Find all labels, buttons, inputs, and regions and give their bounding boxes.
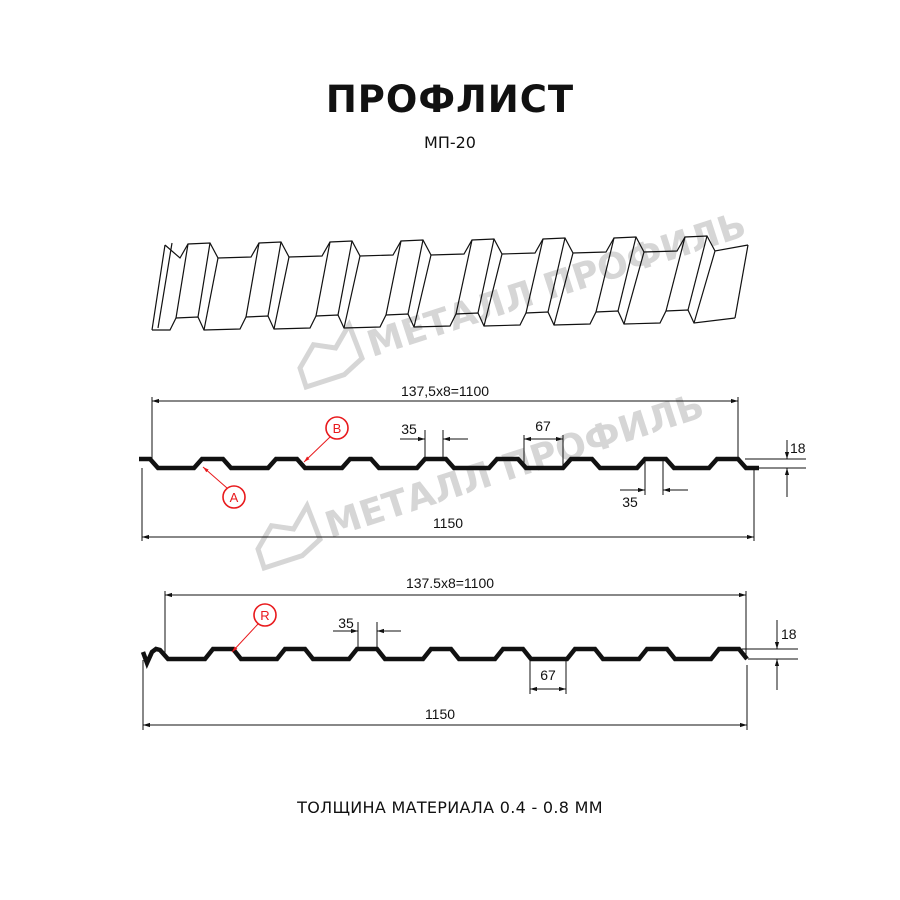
sheet-outline bbox=[197, 242, 211, 318]
callout-r-label: R bbox=[260, 608, 269, 623]
sheet-outline bbox=[687, 235, 708, 311]
sheet-outline bbox=[267, 241, 282, 317]
callout-b-label: B bbox=[333, 421, 342, 436]
dim-label-total: 1150 bbox=[433, 515, 463, 531]
profile-sheet-3d-illustration bbox=[151, 235, 749, 331]
callout-r: R bbox=[231, 603, 277, 653]
callout-b: B bbox=[303, 416, 349, 463]
sheet-outline bbox=[553, 252, 574, 326]
dim-label-ridge-top: 35 bbox=[338, 615, 354, 631]
profile-a-section bbox=[139, 456, 759, 471]
sheet-outline bbox=[734, 244, 749, 319]
watermark-text: МЕТАЛЛ ПРОФИЛЬ bbox=[362, 205, 751, 366]
dim-label-trough: 67 bbox=[540, 667, 556, 683]
watermark-logo-2: МЕТАЛЛ ПРОФИЛЬ bbox=[255, 386, 709, 572]
sheet-outline bbox=[343, 255, 361, 329]
profile-b-drawing: 137.5x8=1100 1150 35 67 18 R bbox=[140, 575, 798, 730]
sheet-outline bbox=[245, 242, 260, 318]
sheet-outline bbox=[547, 237, 566, 313]
material-thickness-note: ТОЛЩИНА МАТЕРИАЛА 0.4 - 0.8 ММ bbox=[297, 798, 603, 817]
sheet-outline bbox=[477, 238, 495, 314]
sheet-outline bbox=[665, 236, 686, 312]
model-subtitle: МП-20 bbox=[424, 133, 476, 152]
profile-b-section bbox=[140, 646, 749, 669]
dim-label-trough: 67 bbox=[535, 418, 551, 434]
sheet-outline bbox=[203, 257, 219, 331]
sheet-outline bbox=[315, 241, 331, 317]
sheet-outline bbox=[407, 239, 424, 315]
sheet-outline bbox=[175, 243, 189, 319]
dim-label-pitch: 137.5x8=1100 bbox=[406, 575, 494, 591]
sheet-outline bbox=[151, 244, 166, 331]
dim-label-height: 18 bbox=[781, 626, 797, 642]
watermark-logo-1: МЕТАЛЛ ПРОФИЛЬ bbox=[297, 205, 751, 391]
sheet-outline bbox=[693, 250, 716, 324]
profile-a-drawing: 137,5x8=1100 1150 35 67 35 18 B A bbox=[139, 383, 806, 541]
callout-a: A bbox=[202, 466, 246, 509]
dim-label-ridge-top: 35 bbox=[401, 421, 417, 437]
sheet-outline bbox=[617, 236, 637, 312]
sheet-outline bbox=[157, 242, 173, 329]
page-title: ПРОФЛИСТ bbox=[325, 78, 575, 121]
sheet-outline bbox=[385, 240, 402, 316]
sheet-outline bbox=[483, 253, 503, 327]
dim-label-pitch: 137,5x8=1100 bbox=[401, 383, 489, 399]
sheet-outline bbox=[413, 254, 432, 328]
sheet-outline bbox=[164, 235, 749, 259]
dim-label-ridge-top-alt: 35 bbox=[622, 494, 638, 510]
dim-label-total: 1150 bbox=[425, 706, 455, 722]
sheet-outline bbox=[595, 237, 615, 313]
sheet-outline bbox=[525, 238, 544, 314]
sheet-outline bbox=[337, 240, 353, 316]
sheet-outline bbox=[455, 239, 473, 315]
sheet-outline bbox=[273, 256, 290, 330]
sheet-outline bbox=[152, 309, 736, 331]
sheet-outline bbox=[623, 251, 645, 325]
dim-label-height: 18 bbox=[790, 440, 806, 456]
callout-a-label: A bbox=[230, 490, 239, 505]
